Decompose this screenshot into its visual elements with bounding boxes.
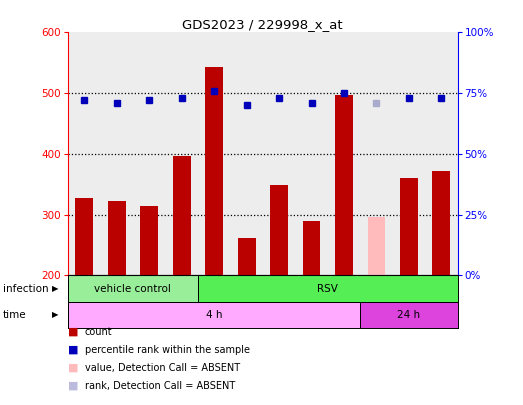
Bar [68, 302, 360, 328]
Text: RSV: RSV [317, 284, 338, 294]
Bar [263, 32, 295, 275]
Text: count: count [85, 327, 112, 337]
Bar [400, 177, 418, 275]
Text: time: time [3, 310, 26, 320]
Bar [237, 238, 256, 275]
Bar [140, 205, 158, 275]
Bar [205, 67, 223, 275]
Bar [433, 171, 450, 275]
Text: 24 h: 24 h [397, 310, 420, 320]
Bar [100, 32, 133, 275]
Text: percentile rank within the sample: percentile rank within the sample [85, 345, 249, 355]
Bar [335, 95, 353, 275]
Text: value, Detection Call = ABSENT: value, Detection Call = ABSENT [85, 363, 240, 373]
Text: ▶: ▶ [52, 284, 58, 293]
Bar [133, 32, 165, 275]
Bar [165, 32, 198, 275]
Bar [360, 302, 458, 328]
Bar [295, 32, 328, 275]
Bar [328, 32, 360, 275]
Text: 4 h: 4 h [206, 310, 222, 320]
Text: vehicle control: vehicle control [95, 284, 172, 294]
Text: ■: ■ [68, 345, 78, 355]
Bar [368, 217, 385, 275]
Bar [68, 32, 100, 275]
Title: GDS2023 / 229998_x_at: GDS2023 / 229998_x_at [183, 18, 343, 31]
Text: ■: ■ [68, 363, 78, 373]
Bar [303, 221, 321, 275]
Text: ▶: ▶ [52, 310, 58, 320]
Bar [360, 32, 393, 275]
Text: infection: infection [3, 284, 48, 294]
Bar [198, 32, 230, 275]
Bar [425, 32, 458, 275]
Text: ■: ■ [68, 327, 78, 337]
Bar [270, 185, 288, 275]
Bar [108, 201, 126, 275]
Bar [230, 32, 263, 275]
Bar [75, 198, 93, 275]
Text: rank, Detection Call = ABSENT: rank, Detection Call = ABSENT [85, 381, 235, 390]
Text: ■: ■ [68, 381, 78, 390]
Bar [198, 275, 458, 302]
Bar [68, 275, 198, 302]
Bar [173, 156, 190, 275]
Bar [393, 32, 425, 275]
